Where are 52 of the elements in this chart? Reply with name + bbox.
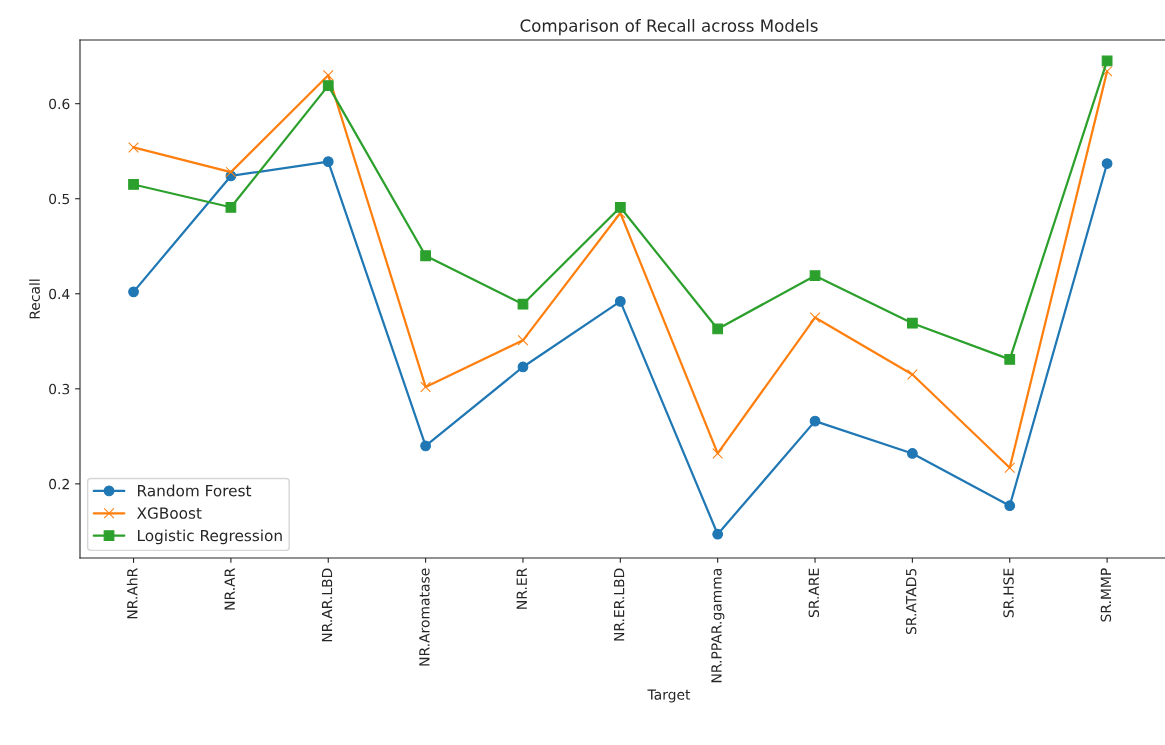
point [1004,462,1016,474]
chart-title: Comparison of Recall across Models [520,19,818,36]
legend-label: Random Forest [138,484,252,497]
point [322,156,334,168]
x-tick-label: NR.Aromatase [419,568,430,666]
y-tick-label: 0.2 [49,478,69,490]
point [517,298,529,310]
point [322,80,334,91]
y-tick-label: 0.4 [49,288,70,300]
point [517,361,529,373]
y-tick-label: 0.5 [49,193,70,205]
x-tick-label: SR.MMP [1100,568,1112,622]
point [1101,158,1113,169]
point [1101,65,1113,77]
point [907,317,918,329]
x-tick-label: SR.ARE [808,568,820,618]
point [809,312,821,323]
point [712,528,724,540]
x-tick-label: SR.HSE [1003,568,1014,618]
point [1004,500,1016,512]
point [517,334,529,346]
x-tick-label: NR.ER.LBD [614,568,625,641]
point [614,201,626,213]
point [225,166,237,178]
point [712,323,724,335]
point [809,415,821,427]
point [128,142,139,153]
x-tick-label: NR.AR.LBD [321,568,333,642]
point [322,69,334,81]
point [420,381,431,393]
x-tick-label: NR.AR [224,568,235,610]
point [225,201,237,213]
point [1004,353,1016,365]
point [809,270,821,282]
point [907,448,918,459]
point [907,369,918,380]
y-tick-label: 0.3 [49,383,70,395]
x-tick-label: NR.ER [516,568,527,609]
y-tick-label: 0.6 [49,98,70,110]
point [420,440,431,452]
point [128,286,139,298]
x-axis-title: Target [647,689,691,703]
point [420,250,431,262]
point [614,296,626,307]
x-tick-label: SR.ATAD5 [905,568,917,635]
x-tick-label: NR.PPAR.gamma [711,568,725,683]
y-axis-title: Recall [29,279,40,319]
point [128,179,139,190]
legend-label: Logistic Regression [138,529,282,545]
x-tick-label: NR.AhR [126,568,138,619]
point [712,448,724,459]
legend-label: XGBoost [136,507,202,519]
